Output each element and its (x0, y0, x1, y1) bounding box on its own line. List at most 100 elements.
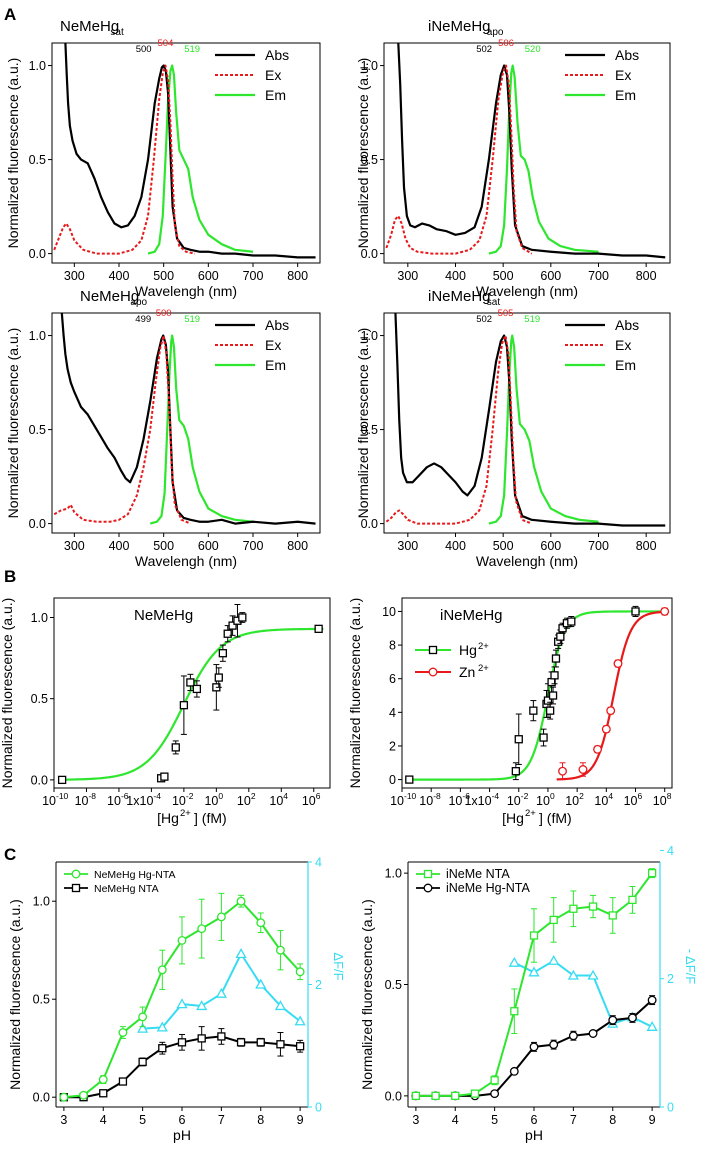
y-axis-label: Normalized fluorescence (a.u.) (347, 598, 363, 789)
x-tick-label: 10 (204, 794, 218, 808)
data-point (256, 918, 266, 928)
series-em (147, 64, 254, 255)
x-tick-label: 800 (636, 539, 657, 553)
series-abs (397, 42, 666, 259)
data-point (509, 1066, 519, 1076)
data-point (647, 868, 657, 878)
x-axis-label: Wavelengh (nm) (476, 283, 578, 299)
data-point (214, 673, 223, 682)
y-axis-label: Normalized fluorescence (a.u.) (7, 899, 23, 1090)
x-tick-label: 600 (540, 269, 561, 283)
x-axis-label: Wavelengh (nm) (135, 553, 237, 569)
legend-label: Ex (265, 337, 281, 353)
y-tick-label: 0.5 (385, 978, 402, 992)
data-point (508, 956, 520, 967)
data-point-zn (601, 724, 611, 734)
x-tick-label: 10 (237, 794, 251, 808)
x-tick-label: 500 (153, 539, 174, 553)
x-tick-label: 9 (297, 1113, 304, 1127)
chart-title: iNeMeHg (428, 288, 491, 305)
x-tick-label: 10 (419, 794, 433, 808)
data-point-hg (514, 735, 523, 744)
series-em (149, 334, 254, 525)
data-point (235, 948, 247, 959)
x-axis-label: pH (525, 1127, 543, 1143)
data-point (118, 1028, 128, 1037)
peak-label: 506 (498, 38, 514, 49)
legend-marker (71, 883, 81, 893)
x-tick-exponent: 0 (218, 791, 223, 801)
x-tick-exponent: 6 (316, 791, 321, 801)
x-tick-label: 3 (412, 1113, 419, 1127)
chart-title-sub: apo (487, 27, 504, 38)
data-point (98, 1075, 108, 1085)
peak-label: 520 (525, 44, 541, 55)
chart-title-sub: apo (130, 297, 147, 308)
chart-title: iNeMeHg (428, 18, 491, 35)
data-point (294, 1015, 306, 1026)
data-point (197, 1034, 206, 1043)
legend-label: Ex (265, 67, 281, 83)
x-tick-label: 10 (448, 794, 462, 808)
data-point (217, 1032, 226, 1041)
data-point (238, 613, 247, 622)
x-tick-label: 3 (60, 1113, 67, 1127)
legend-label: Zn (459, 664, 475, 680)
x-tick-label: 400 (445, 269, 466, 283)
chart-c1-nemehg-ph: 3 4 5 6 7 8 9 0.0 0.5 1.0 0 2 4 Normalized fluorescen… (7, 856, 346, 1144)
peak-label: 500 (156, 308, 172, 319)
x-tick-exponent: 4 (283, 791, 288, 801)
chart-title: NeMeHg (60, 18, 119, 35)
y-tick-label: 1.0 (31, 611, 48, 625)
data-point (548, 954, 560, 965)
data-point (411, 1091, 421, 1101)
y2-tick-label: 0 (667, 1101, 674, 1115)
x-tick-label: 8 (257, 1113, 264, 1127)
x-tick-label: 10 (624, 794, 638, 808)
panel-label-a: A (4, 5, 16, 24)
y-tick-label: 0.5 (33, 993, 50, 1007)
data-point (568, 1031, 578, 1041)
x-tick-label: 10 (594, 794, 608, 808)
x-axis-label: [Hg (157, 810, 179, 826)
series-line (415, 872, 653, 1097)
x-tick-label: 7 (570, 1113, 577, 1127)
data-point (628, 895, 637, 905)
data-point (236, 1038, 246, 1047)
y-tick-label: 6 (389, 672, 396, 686)
y-tick-label: 0.5 (361, 153, 378, 167)
y2-tick-label: 0 (315, 1101, 322, 1115)
y2-axis-label: ΔF/F (331, 952, 346, 980)
legend-marker (423, 883, 433, 893)
data-point (59, 1092, 69, 1102)
y2-tick-label: 2 (315, 978, 322, 992)
data-point (99, 1089, 108, 1098)
x-tick-exponent: -8 (433, 791, 441, 801)
data-point (215, 987, 227, 998)
data-point-hg (567, 617, 576, 626)
data-point (192, 684, 202, 694)
peak-label: 502 (476, 44, 492, 55)
y-tick-label: 2 (389, 739, 396, 753)
legend-label: Em (265, 357, 286, 373)
x-tick-label: 400 (445, 539, 466, 553)
y2-tick-label: 4 (667, 844, 674, 858)
data-point (138, 1012, 148, 1022)
x-tick-label: 700 (243, 539, 264, 553)
x-tick-exponent: 8 (667, 791, 672, 801)
y-tick-label: 0 (389, 773, 396, 787)
legend-marker (428, 667, 438, 677)
series-em (488, 334, 599, 525)
y-tick-label: 8 (389, 639, 396, 653)
series-ex (385, 64, 533, 255)
x-tick-exponent: 0 (550, 791, 555, 801)
y-tick-label: 4 (389, 706, 396, 720)
data-point-hg (556, 632, 565, 641)
plot-frame (401, 597, 673, 789)
x-tick-label: 4 (100, 1113, 107, 1127)
y-tick-label: 1.0 (33, 895, 50, 909)
x-tick-label: 10 (269, 794, 283, 808)
x-tick-label: 8 (609, 1113, 616, 1127)
y-tick-label: 0.0 (33, 1091, 50, 1105)
